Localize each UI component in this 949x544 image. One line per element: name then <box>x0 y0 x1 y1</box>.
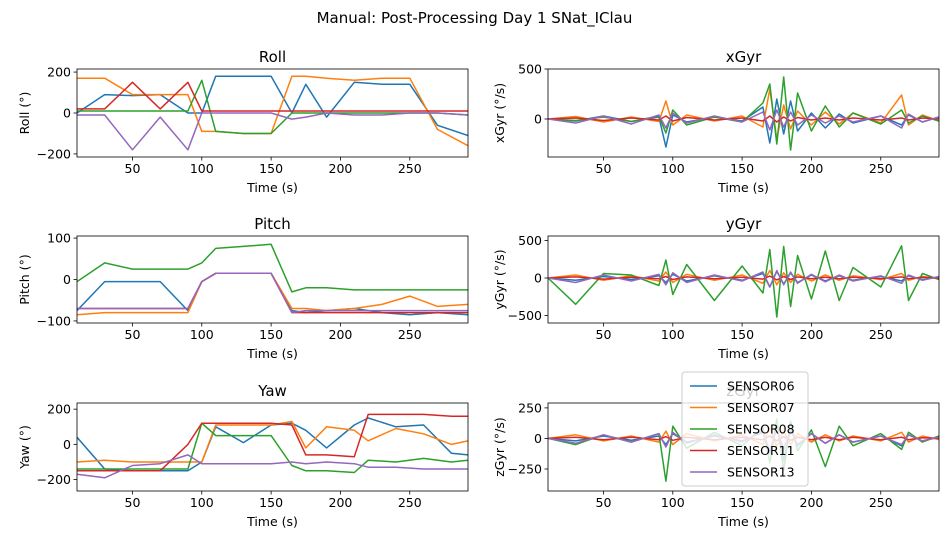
y-axis-label: yGyr (°/s) <box>492 249 507 309</box>
series-line-yaw-sensor11 <box>77 413 468 472</box>
subplot-ygyr: 50 100 150 200 250 −500 0 500 yGyr Time (s) yGyr (… <box>492 215 940 361</box>
subplot-xgyr: 50 100 150 200 250 0 500 xGyr Time (s) xGyr (°/s) <box>492 48 940 195</box>
series-line-xgyr-sensor13 <box>548 109 939 131</box>
x-tick-label: 250 <box>398 327 422 342</box>
y-tick-label: −500 <box>508 308 542 323</box>
x-tick-label: 150 <box>730 161 754 176</box>
y-tick-label: −200 <box>37 146 71 161</box>
y-axis-label: Yaw (°) <box>17 425 32 470</box>
x-tick-label: 100 <box>190 495 214 510</box>
subplot-title-pitch: Pitch <box>254 215 291 233</box>
subplot-yaw: 50 100 150 200 250 −200 0 200 Yaw Time (s) Yaw (°) <box>17 382 469 529</box>
x-tick-label: 50 <box>596 495 612 510</box>
x-tick-label: 100 <box>190 161 214 176</box>
series-line-yaw-sensor08 <box>77 422 468 474</box>
x-tick-label: 250 <box>398 161 422 176</box>
x-tick-label: 200 <box>329 495 353 510</box>
x-tick-label: 250 <box>869 495 893 510</box>
y-tick-label: 0 <box>534 112 542 127</box>
y-tick-label: 0 <box>63 106 71 121</box>
subplot-title-yaw: Yaw <box>257 382 287 400</box>
series-line-roll-sensor13 <box>77 112 468 151</box>
x-tick-label: 50 <box>125 327 141 342</box>
y-tick-label: −100 <box>37 313 71 328</box>
legend-label-sensor13: SENSOR13 <box>727 465 795 480</box>
y-tick-label: 500 <box>518 62 542 77</box>
y-tick-label: 0 <box>63 272 71 287</box>
series-line-xgyr-sensor07 <box>548 88 939 140</box>
legend-box <box>681 371 809 487</box>
axes-frame-xgyr <box>547 68 940 158</box>
legend-label-sensor07: SENSOR07 <box>727 400 795 415</box>
x-tick-label: 150 <box>730 327 754 342</box>
x-tick-label: 200 <box>329 327 353 342</box>
x-tick-label: 100 <box>661 495 685 510</box>
legend-label-sensor08: SENSOR08 <box>727 422 795 437</box>
y-axis-label: zGyr (°/s) <box>492 417 507 477</box>
series-line-pitch-sensor13 <box>77 272 468 314</box>
subplot-title-roll: Roll <box>259 48 286 66</box>
series-line-roll-sensor08 <box>77 79 468 135</box>
legend-label-sensor06: SENSOR06 <box>727 379 795 394</box>
axes-frame-ygyr <box>547 235 940 324</box>
y-tick-label: −250 <box>508 462 542 477</box>
x-axis-label: Time (s) <box>717 180 769 195</box>
series-line-xgyr-sensor08 <box>548 76 939 151</box>
series-line-yaw-sensor07 <box>77 420 468 463</box>
x-axis-label: Time (s) <box>717 346 769 361</box>
x-axis-label: Time (s) <box>246 346 298 361</box>
subplot-roll: 50 100 150 200 250 −200 0 200 Roll Time (s) Roll (… <box>17 48 469 195</box>
x-tick-label: 200 <box>329 161 353 176</box>
x-tick-label: 100 <box>190 327 214 342</box>
series-line-yaw-sensor13 <box>77 454 468 479</box>
legend-label-sensor11: SENSOR11 <box>727 443 795 458</box>
y-tick-label: 100 <box>47 231 71 246</box>
x-tick-label: 100 <box>661 161 685 176</box>
subplot-title-ygyr: yGyr <box>726 215 762 233</box>
series-line-ygyr-sensor11 <box>548 275 939 281</box>
y-tick-label: 0 <box>534 431 542 446</box>
series-line-ygyr-sensor13 <box>548 269 939 288</box>
series-line-xgyr-sensor11 <box>548 115 939 123</box>
axes-frame-yaw <box>76 402 469 492</box>
x-axis-label: Time (s) <box>717 514 769 529</box>
x-tick-label: 250 <box>398 495 422 510</box>
x-tick-label: 50 <box>596 161 612 176</box>
legend: SENSOR06 SENSOR07 SENSOR08 SENSOR11 SENSOR13 <box>681 371 809 487</box>
x-tick-label: 150 <box>730 495 754 510</box>
x-tick-label: 150 <box>259 495 283 510</box>
y-tick-label: 200 <box>47 65 71 80</box>
y-tick-label: 500 <box>518 233 542 248</box>
y-tick-label: 0 <box>63 437 71 452</box>
y-axis-label: xGyr (°/s) <box>492 83 507 143</box>
x-tick-label: 150 <box>259 327 283 342</box>
y-tick-label: 250 <box>518 400 542 415</box>
x-tick-label: 50 <box>125 495 141 510</box>
x-tick-label: 200 <box>800 327 824 342</box>
y-tick-label: 0 <box>534 271 542 286</box>
x-tick-label: 50 <box>125 161 141 176</box>
y-axis-label: Pitch (°) <box>17 254 32 304</box>
x-tick-label: 250 <box>869 327 893 342</box>
x-tick-label: 150 <box>259 161 283 176</box>
subplot-title-xgyr: xGyr <box>726 48 762 66</box>
figure-title: Manual: Post-Processing Day 1 SNat_IClau <box>317 9 633 28</box>
y-axis-label: Roll (°) <box>17 92 32 135</box>
series-line-pitch-sensor11 <box>77 272 468 314</box>
subplot-pitch: 50 100 150 200 250 −100 0 100 Pitch Time (s) Pitch… <box>17 215 469 361</box>
x-tick-label: 200 <box>800 161 824 176</box>
series-line-roll-sensor11 <box>77 81 468 112</box>
x-axis-label: Time (s) <box>246 180 298 195</box>
series-line-pitch-sensor08 <box>77 243 468 293</box>
x-tick-label: 250 <box>869 161 893 176</box>
x-tick-label: 200 <box>800 495 824 510</box>
y-tick-label: −200 <box>37 472 71 487</box>
x-axis-label: Time (s) <box>246 514 298 529</box>
x-tick-label: 50 <box>596 327 612 342</box>
y-tick-label: 200 <box>47 402 71 417</box>
series-line-ygyr-sensor08 <box>548 245 939 318</box>
x-tick-label: 100 <box>661 327 685 342</box>
